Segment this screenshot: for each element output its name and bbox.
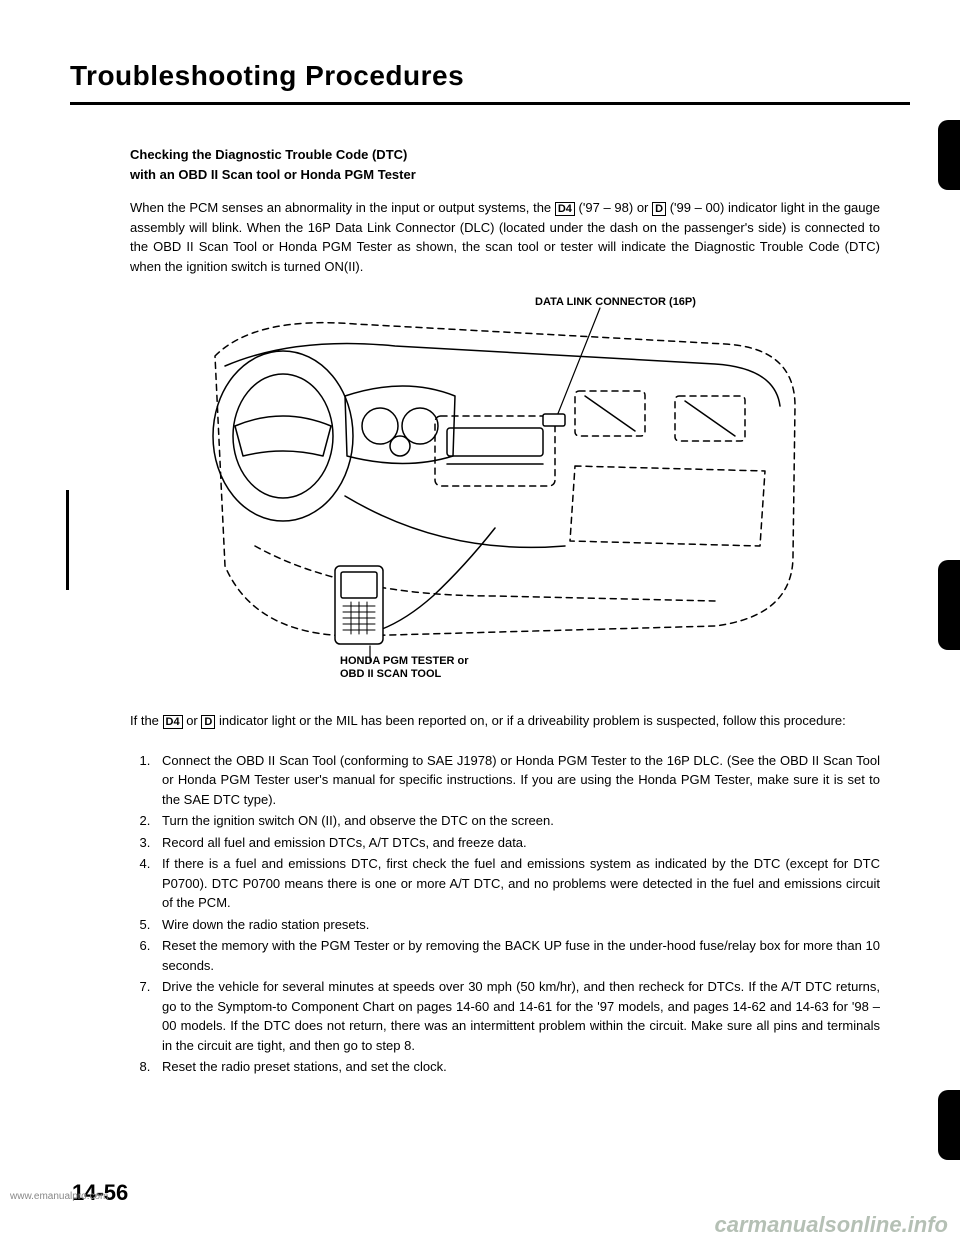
title-rule [70, 102, 910, 105]
indicator-symbol: D [201, 715, 215, 729]
text: ('97 – 98) or [575, 200, 652, 215]
indicator-symbol: D4 [163, 715, 183, 729]
step-item: If there is a fuel and emissions DTC, fi… [154, 854, 880, 913]
content-area: Checking the Diagnostic Trouble Code (DT… [70, 145, 910, 1077]
section-subhead: Checking the Diagnostic Trouble Code (DT… [130, 145, 880, 184]
step-item: Reset the radio preset stations, and set… [154, 1057, 880, 1077]
procedure-intro: If the D4 or D indicator light or the MI… [130, 711, 880, 731]
step-item: Record all fuel and emission DTCs, A/T D… [154, 833, 880, 853]
label-line: HONDA PGM TESTER or [340, 655, 469, 667]
indicator-symbol: D [652, 202, 666, 216]
figure-label-top: DATA LINK CONNECTOR (16P) [535, 296, 696, 308]
edge-tab [938, 1090, 960, 1160]
manual-page: Troubleshooting Procedures Checking the … [0, 0, 960, 1242]
figure-label-bottom: HONDA PGM TESTER or OBD II SCAN TOOL [340, 655, 469, 681]
indicator-symbol: D4 [555, 202, 575, 216]
watermark-site: carmanualsonline.info [703, 1208, 960, 1242]
label-line: OBD II SCAN TOOL [340, 668, 441, 680]
step-item: Turn the ignition switch ON (II), and ob… [154, 811, 880, 831]
step-item: Connect the OBD II Scan Tool (conforming… [154, 751, 880, 810]
step-item: Wire down the radio station presets. [154, 915, 880, 935]
text: or [183, 713, 202, 728]
dashboard-figure: DATA LINK CONNECTOR (16P) [130, 296, 880, 681]
page-title: Troubleshooting Procedures [70, 60, 910, 92]
subhead-line: with an OBD II Scan tool or Honda PGM Te… [130, 167, 416, 182]
side-mark [66, 490, 69, 590]
edge-tab [938, 120, 960, 190]
text: indicator light or the MIL has been repo… [215, 713, 845, 728]
edge-tab [938, 560, 960, 650]
dashboard-svg [195, 296, 815, 676]
subhead-line: Checking the Diagnostic Trouble Code (DT… [130, 147, 407, 162]
step-item: Reset the memory with the PGM Tester or … [154, 936, 880, 975]
procedure-steps: Connect the OBD II Scan Tool (conforming… [130, 751, 880, 1077]
intro-paragraph: When the PCM senses an abnormality in th… [130, 198, 880, 276]
text: If the [130, 713, 163, 728]
watermark-source: www.emanualpro.com [10, 1191, 108, 1202]
step-item: Drive the vehicle for several minutes at… [154, 977, 880, 1055]
text: When the PCM senses an abnormality in th… [130, 200, 555, 215]
